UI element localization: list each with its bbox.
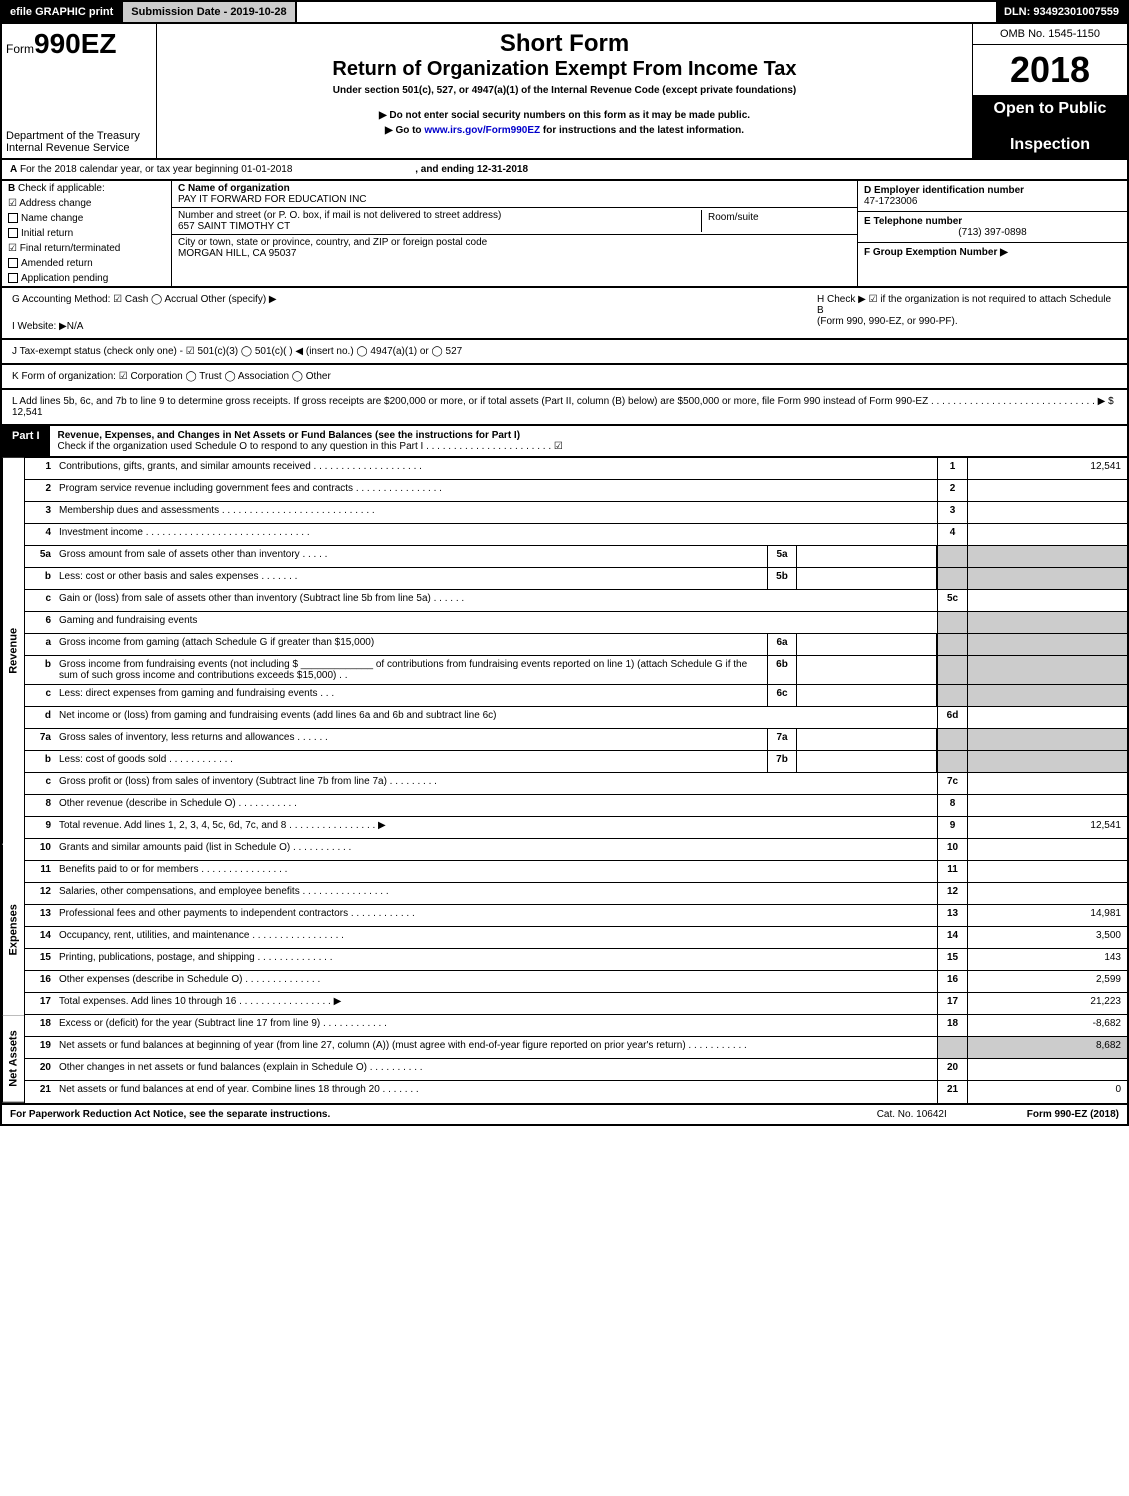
efile-label: efile GRAPHIC print [2,2,123,22]
table-row: dNet income or (loss) from gaming and fu… [25,707,1127,729]
chk-initial[interactable]: Initial return [2,226,171,241]
chk-address[interactable]: ☑ Address change [2,196,171,211]
paperwork-notice: For Paperwork Reduction Act Notice, see … [10,1109,330,1120]
irs-link[interactable]: www.irs.gov/Form990EZ [424,125,540,136]
submission-date: Submission Date - 2019-10-28 [123,2,296,22]
open-public: Open to PublicInspection [973,96,1127,158]
check-h: H Check ▶ ☑ if the organization is not r… [817,294,1117,316]
org-street: 657 SAINT TIMOTHY CT [178,221,290,232]
side-netassets: Net Assets [2,1016,24,1103]
table-row: 3Membership dues and assessments . . . .… [25,502,1127,524]
table-row: 5aGross amount from sale of assets other… [25,546,1127,568]
table-row: 9Total revenue. Add lines 1, 2, 3, 4, 5c… [25,817,1127,839]
table-row: 7aGross sales of inventory, less returns… [25,729,1127,751]
group-exemption: F Group Exemption Number ▶ [864,247,1008,258]
omb-no: OMB No. 1545-1150 [973,24,1127,45]
table-row: 11Benefits paid to or for members . . . … [25,861,1127,883]
table-row: 14Occupancy, rent, utilities, and mainte… [25,927,1127,949]
table-row: 20Other changes in net assets or fund ba… [25,1059,1127,1081]
org-name: PAY IT FORWARD FOR EDUCATION INC [178,194,367,205]
section-g-h-i: G Accounting Method: ☑ Cash ◯ Accrual Ot… [0,288,1129,340]
check-h-2: (Form 990, 990-EZ, or 990-PF). [817,316,1117,327]
org-city: MORGAN HILL, CA 95037 [178,248,296,259]
chk-pending[interactable]: Application pending [2,271,171,286]
table-row: 13Professional fees and other payments t… [25,905,1127,927]
part-1-grid: Revenue Expenses Net Assets 1Contributio… [0,458,1129,1105]
side-expenses: Expenses [2,844,24,1016]
line-k: K Form of organization: ☑ Corporation ◯ … [0,365,1129,390]
box-b-to-f: B Check if applicable: ☑ Address change … [0,181,1129,288]
subtitle: Under section 501(c), 527, or 4947(a)(1)… [163,85,966,96]
line-l: L Add lines 5b, 6c, and 7b to line 9 to … [0,390,1129,426]
dept-treasury: Department of the Treasury [6,130,152,142]
return-title: Return of Organization Exempt From Incom… [163,58,966,81]
table-row: 10Grants and similar amounts paid (list … [25,839,1127,861]
table-row: 12Salaries, other compensations, and emp… [25,883,1127,905]
table-row: bGross income from fundraising events (n… [25,656,1127,685]
part-1-header: Part I Revenue, Expenses, and Changes in… [0,426,1129,458]
short-form: Short Form [163,30,966,58]
table-row: 19Net assets or fund balances at beginni… [25,1037,1127,1059]
table-row: cGross profit or (loss) from sales of in… [25,773,1127,795]
chk-amended[interactable]: Amended return [2,256,171,271]
form-number: Form990EZ [6,28,152,60]
telephone: (713) 397-0898 [864,227,1121,238]
tax-year: 2018 [973,45,1127,96]
table-row: bLess: cost or other basis and sales exp… [25,568,1127,590]
header-block: Form990EZ Department of the Treasury Int… [0,22,1129,160]
dln-label: DLN: 93492301007559 [996,2,1127,22]
table-row: 4Investment income . . . . . . . . . . .… [25,524,1127,546]
accounting-method: G Accounting Method: ☑ Cash ◯ Accrual Ot… [12,294,777,305]
table-row: cLess: direct expenses from gaming and f… [25,685,1127,707]
side-revenue: Revenue [2,458,24,844]
chk-name[interactable]: Name change [2,211,171,226]
form-ref: Form 990-EZ (2018) [1027,1109,1119,1120]
website: I Website: ▶N/A [12,321,777,332]
note-goto: ▶ Go to www.irs.gov/Form990EZ for instru… [163,125,966,136]
top-bar: efile GRAPHIC print Submission Date - 20… [0,0,1129,22]
footer: For Paperwork Reduction Act Notice, see … [0,1105,1129,1126]
table-row: 21Net assets or fund balances at end of … [25,1081,1127,1103]
table-row: 1Contributions, gifts, grants, and simil… [25,458,1127,480]
chk-final[interactable]: ☑ Final return/terminated [2,241,171,256]
table-row: 6Gaming and fundraising events [25,612,1127,634]
cat-no: Cat. No. 10642I [877,1109,947,1120]
table-row: 18Excess or (deficit) for the year (Subt… [25,1015,1127,1037]
table-row: 8Other revenue (describe in Schedule O) … [25,795,1127,817]
table-row: 15Printing, publications, postage, and s… [25,949,1127,971]
table-row: aGross income from gaming (attach Schedu… [25,634,1127,656]
table-row: 17Total expenses. Add lines 10 through 1… [25,993,1127,1015]
ein: 47-1723006 [864,196,917,207]
room-suite: Room/suite [701,210,851,232]
table-row: 2Program service revenue including gover… [25,480,1127,502]
table-row: 16Other expenses (describe in Schedule O… [25,971,1127,993]
note-ssn: ▶ Do not enter social security numbers o… [163,110,966,121]
table-row: cGain or (loss) from sale of assets othe… [25,590,1127,612]
irs-label: Internal Revenue Service [6,142,152,154]
table-row: bLess: cost of goods sold . . . . . . . … [25,751,1127,773]
line-j: J Tax-exempt status (check only one) - ☑… [0,340,1129,365]
line-a: A For the 2018 calendar year, or tax yea… [0,160,1129,181]
